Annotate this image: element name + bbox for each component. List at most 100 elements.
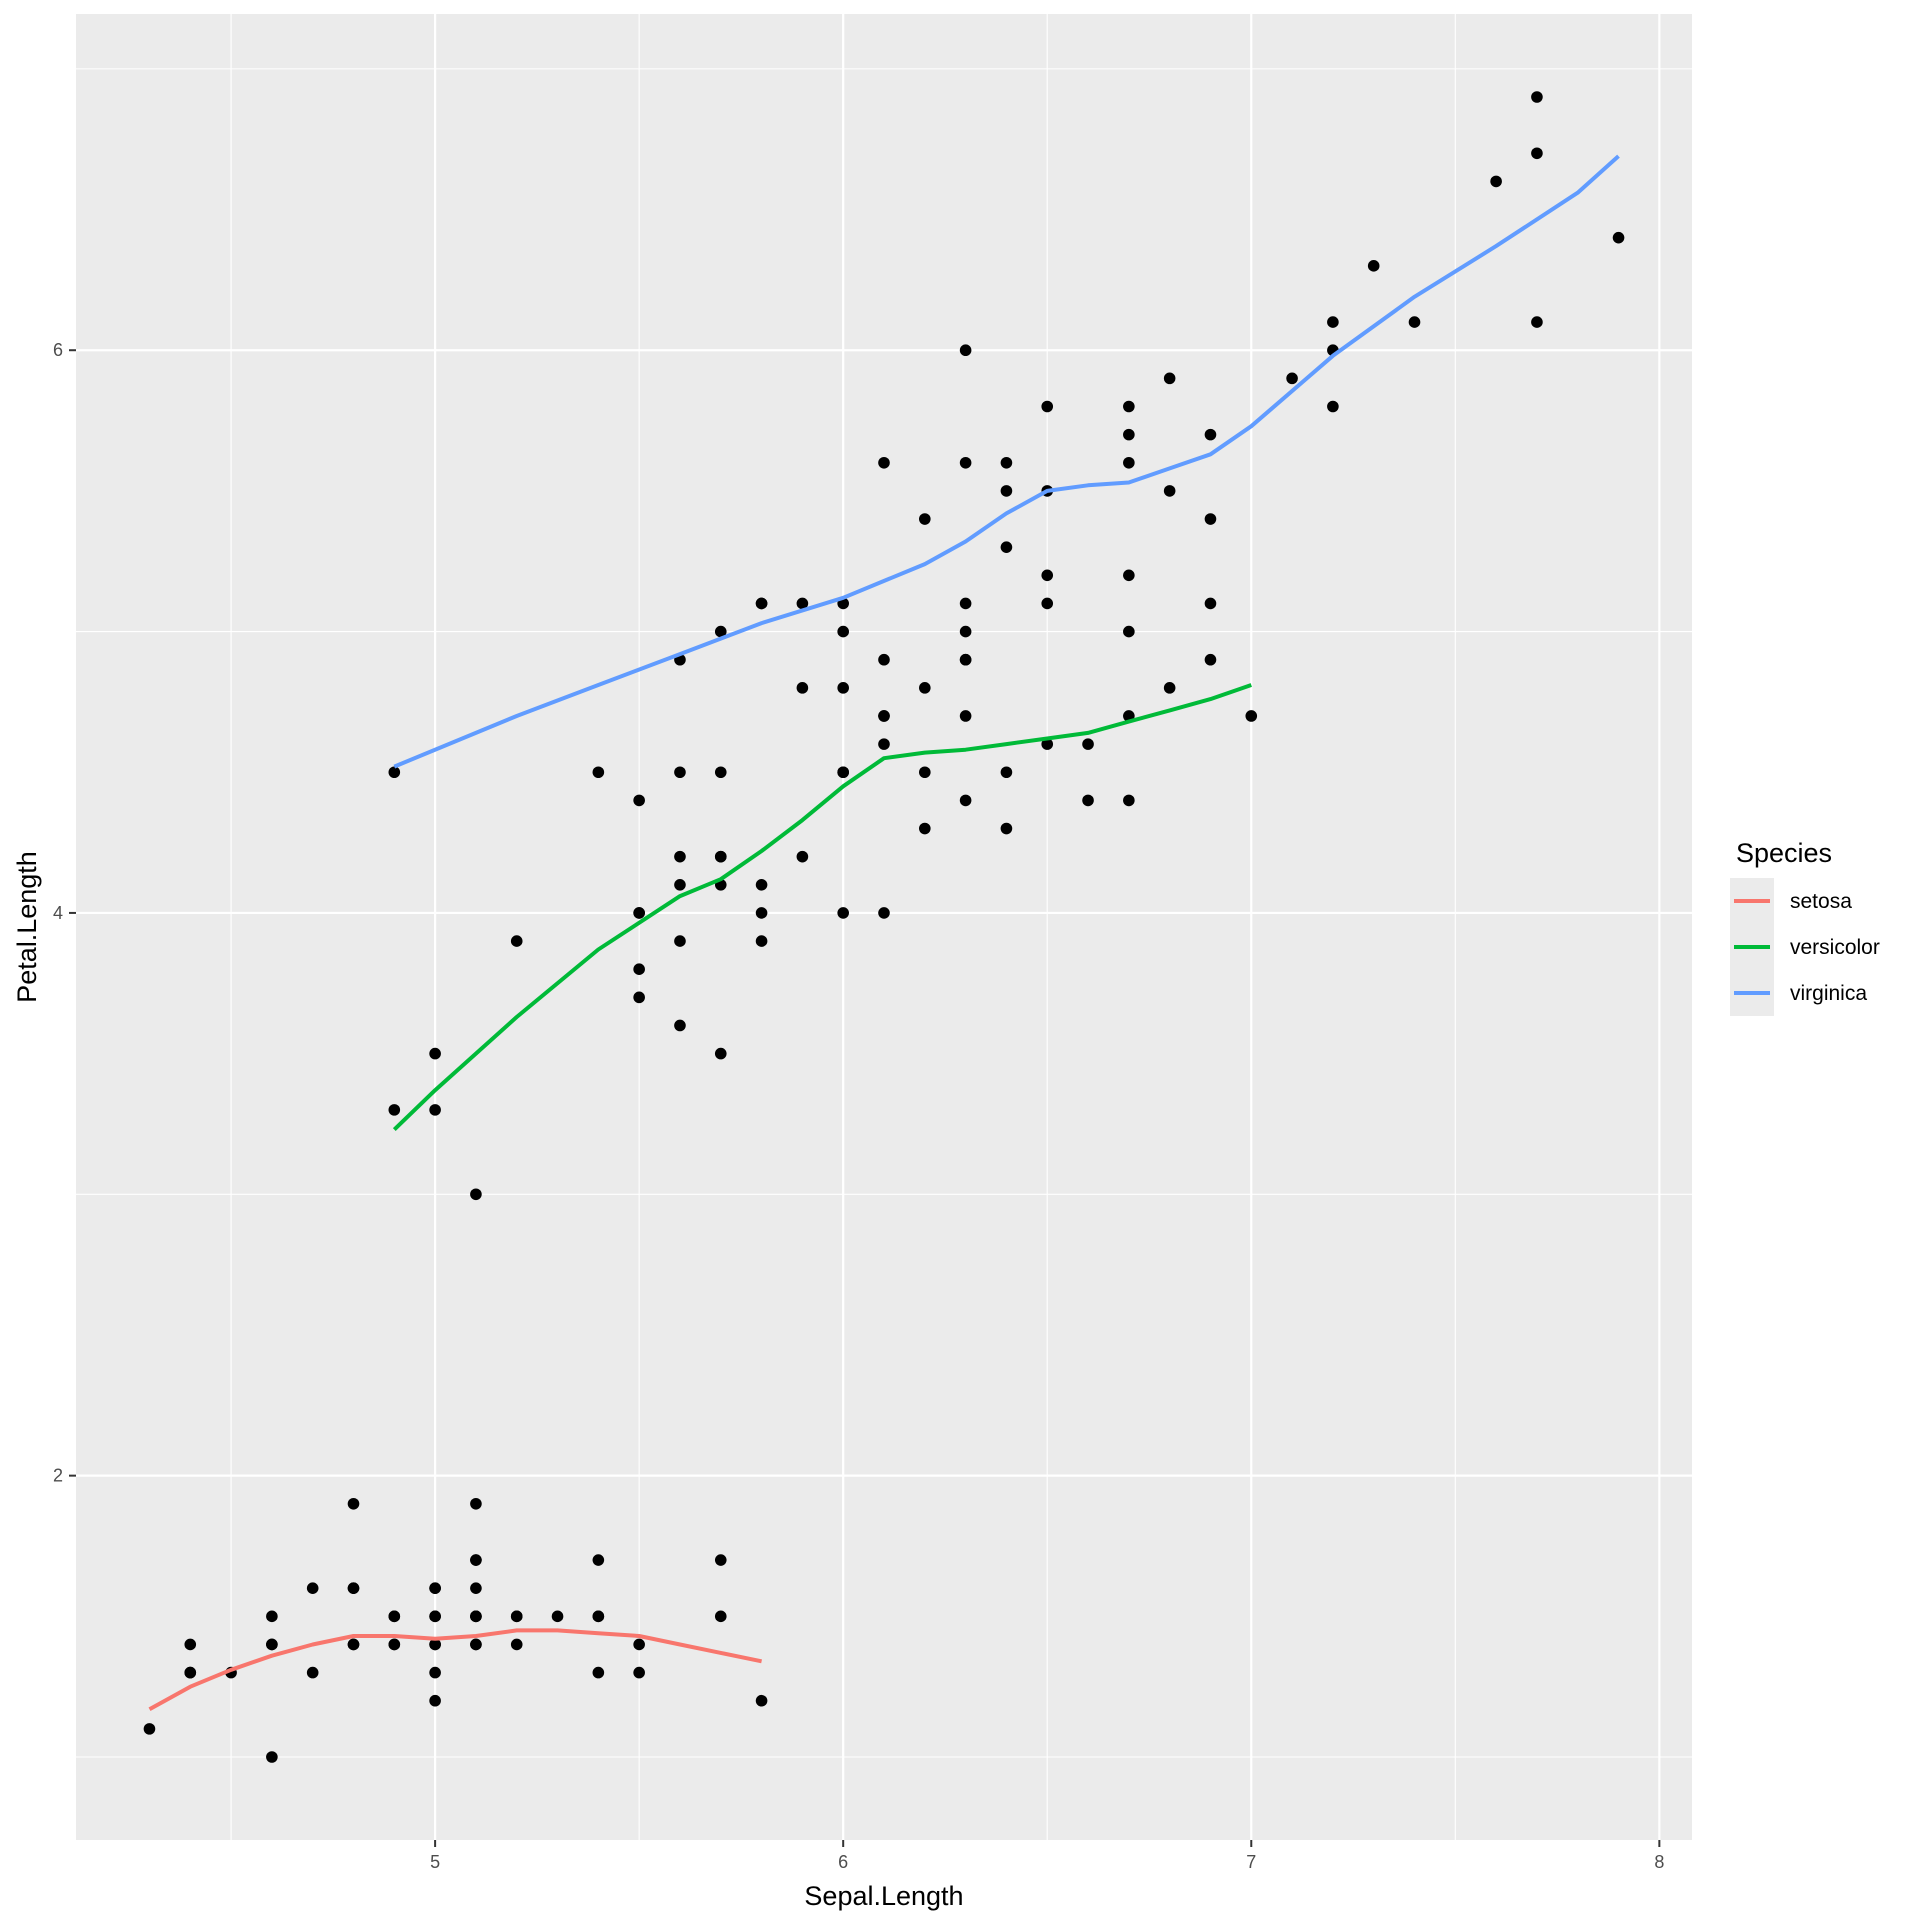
data-point [796,850,809,863]
data-point [1163,485,1176,497]
data-point [714,850,727,863]
data-point [1041,738,1054,750]
data-point [388,1104,401,1116]
data-point [674,850,686,863]
data-point [1000,485,1013,497]
smooth-line-virginica [393,154,1620,769]
data-point [714,1047,727,1060]
data-point [919,682,931,694]
data-point [959,456,972,469]
legend-label: setosa [1790,890,1852,913]
data-point [1041,569,1054,582]
data-point [1082,738,1094,750]
data-point [1490,175,1502,188]
data-point [1000,456,1013,469]
data-point [1123,456,1135,469]
data-point [837,682,849,694]
data-point [1123,400,1135,413]
data-point [184,1638,197,1651]
data-point [1041,400,1054,413]
data-point [1531,316,1543,328]
data-point [143,1723,156,1735]
data-point [1123,625,1135,638]
data-point [1204,428,1217,441]
data-point [755,597,768,610]
legend-keys: setosa versicolor virginica [1730,878,1880,1016]
smooth-line-setosa [148,1628,763,1711]
x-tick-label: 6 [838,1852,848,1872]
data-point [470,1582,482,1594]
data-point [470,1610,482,1623]
data-point [1000,766,1013,779]
data-point [266,1610,278,1623]
data-point [755,878,768,891]
data-point [714,766,727,779]
data-point [633,991,645,1004]
data-point [633,1666,645,1679]
data-point [347,1497,360,1510]
data-point [959,625,972,638]
legend-label: versicolor [1790,936,1880,959]
data-point [429,1694,441,1707]
data-point [592,1554,605,1566]
data-point [1612,231,1625,244]
x-axis-ticks: 5 6 7 8 [430,1840,1664,1872]
data-point [755,907,768,919]
data-point [633,907,645,919]
x-axis-title: Sepal.Length [804,1881,963,1911]
y-tick-label: 4 [53,903,63,923]
data-point [1245,710,1258,722]
data-point [347,1582,360,1594]
data-point [1204,653,1217,666]
data-point [919,766,931,779]
data-point [837,766,849,779]
y-tick-label: 2 [53,1466,63,1486]
data-point [1082,794,1094,807]
smooth-line-versicolor [392,683,1252,1132]
data-point [674,1019,686,1032]
data-point [674,935,686,947]
data-point [878,456,890,469]
data-point [470,1188,482,1201]
data-point [837,907,849,919]
data-point [878,738,890,750]
data-point [633,963,645,976]
data-point [266,1751,278,1763]
data-point [755,935,768,947]
data-point [796,597,809,610]
data-point [674,878,686,891]
data-point [1408,316,1421,328]
data-point [919,513,931,525]
data-point [959,653,972,666]
data-point [633,1638,645,1651]
data-point [470,1497,482,1510]
data-point [1123,428,1135,441]
data-point [1531,91,1543,103]
data-point [1204,513,1217,525]
legend-title: Species [1736,838,1832,868]
data-point [429,1047,441,1060]
data-point [266,1638,278,1651]
x-tick-label: 5 [430,1852,440,1872]
y-axis-ticks: 2 4 6 [53,340,76,1486]
data-point [1000,541,1013,553]
data-point [1327,400,1339,413]
data-point [796,682,809,694]
data-point [1041,597,1054,610]
data-point [347,1638,360,1651]
grid-minor [76,14,1692,1840]
data-point [1327,316,1339,328]
data-point [1204,597,1217,610]
data-point [837,625,849,638]
data-point [1123,794,1135,807]
data-point [714,625,727,638]
data-point [1286,372,1298,385]
legend-label: virginica [1790,982,1867,1005]
data-point [429,1610,441,1623]
data-point [919,822,931,835]
data-point [306,1666,319,1679]
data-point [510,1638,523,1651]
plot-panel [76,14,1692,1840]
data-point [1367,260,1380,272]
